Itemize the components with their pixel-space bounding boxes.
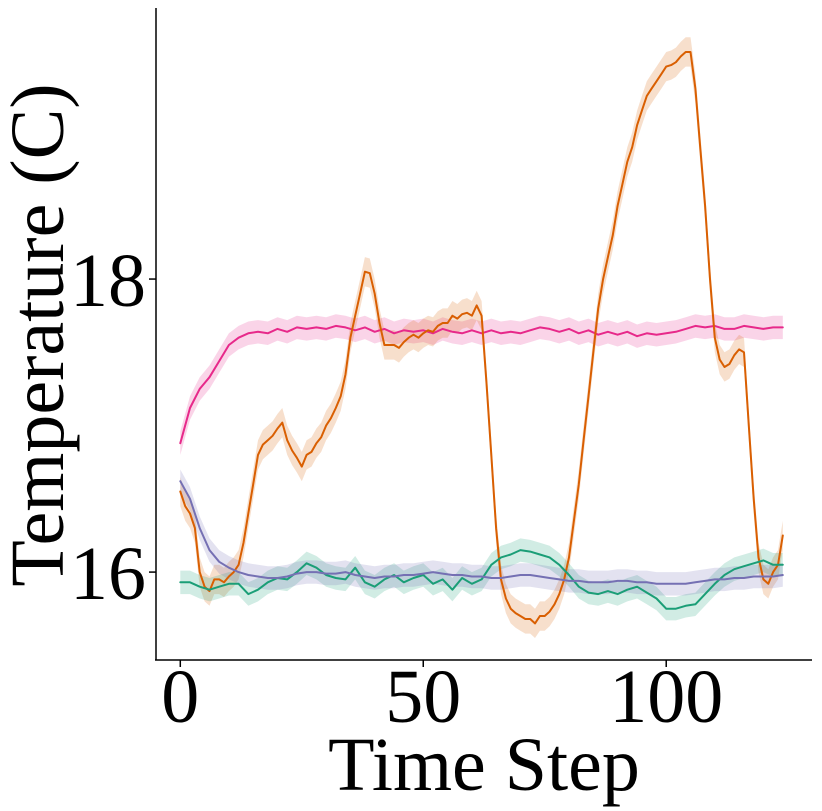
x-axis-ticks: 0 50 100	[161, 655, 723, 739]
y-axis-title: Temperature (C)	[0, 83, 80, 586]
x-tick-label: 50	[385, 655, 461, 739]
series-line-pink	[179, 324, 784, 445]
series-line-purple	[179, 480, 784, 585]
x-tick-label: 0	[161, 655, 199, 739]
y-tick-label: 16	[70, 532, 146, 616]
series-lines	[179, 51, 784, 625]
series-band-purple	[180, 469, 783, 596]
series-line-orange	[179, 51, 784, 625]
y-tick-label: 18	[70, 239, 146, 323]
x-axis-title: Time Step	[328, 723, 640, 807]
x-tick-label: 100	[609, 655, 723, 739]
confidence-bands	[180, 37, 783, 639]
